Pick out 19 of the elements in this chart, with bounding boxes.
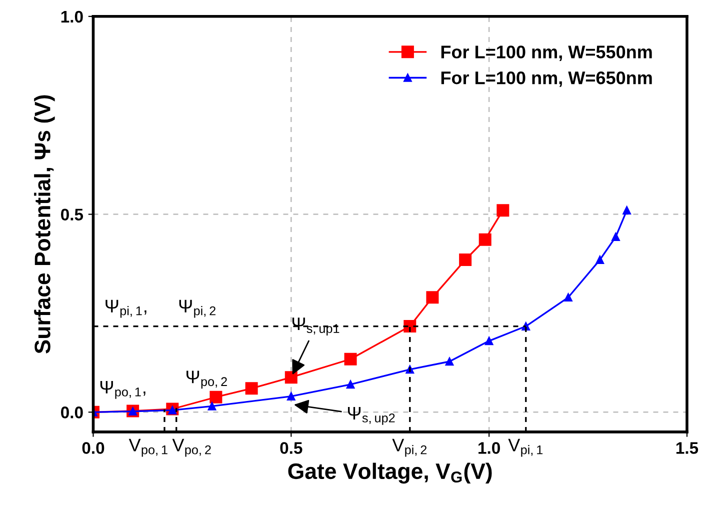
y-tick-label: 1.0 xyxy=(61,10,83,23)
ref-line-label: V$_{po,2}$ xyxy=(172,438,211,457)
ref-line-label: Ψ$_{pi,1}$, Ψ$_{pi,2}$ xyxy=(106,300,216,318)
legend-label: For L=100 nm, W=550nm xyxy=(441,46,652,62)
x-tick-label: 0.5 xyxy=(280,442,302,454)
ref-line-label: V$_{pi,2}$ xyxy=(392,438,427,457)
x-axis-title: Gate Voltage, V$_{G}$(V) xyxy=(288,462,492,484)
ref-line-label: V$_{po,1}$ xyxy=(128,438,168,457)
annotation: Ψ$_{po,1}$, xyxy=(100,381,146,399)
x-tick-label: 1.0 xyxy=(478,442,500,454)
y-axis-title: Surface Potential, Ψs (V) xyxy=(34,95,55,354)
x-tick-label: 0.0 xyxy=(82,442,104,454)
ref-line-label: V$_{pi,1}$ xyxy=(508,438,543,457)
annotation: Ψ$_{po,2}$ xyxy=(186,370,227,389)
y-tick-label: 0.5 xyxy=(61,208,84,220)
x-tick-label: 1.5 xyxy=(676,442,698,454)
y-tick-label: 0.0 xyxy=(61,406,83,418)
annotation: Ψ$_{s,up2}$ xyxy=(348,407,395,425)
legend-label: For L=100 nm, W=650nm xyxy=(441,71,652,87)
